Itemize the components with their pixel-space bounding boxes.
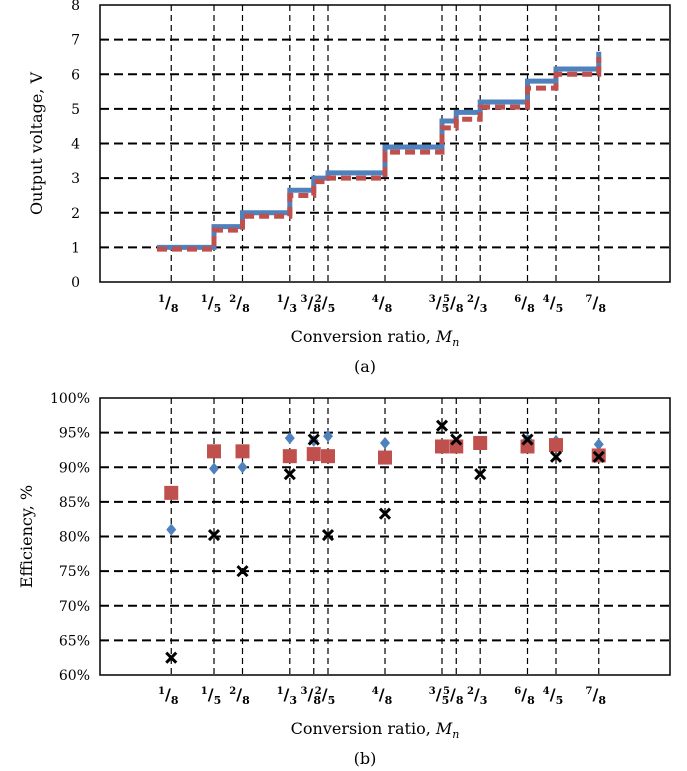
square-point xyxy=(235,444,250,459)
x-tick-label: 6/8 xyxy=(514,685,535,707)
x-point xyxy=(236,565,249,578)
x-point xyxy=(592,450,605,463)
diamond-point xyxy=(166,523,177,536)
diamond-point xyxy=(593,438,604,451)
y-axis-label: Output voltage, V xyxy=(27,72,46,216)
y-tick-label: 3 xyxy=(71,171,80,187)
x-tick-label: 4/5 xyxy=(543,685,563,707)
x-point xyxy=(549,450,563,463)
series-line xyxy=(157,56,602,252)
diamond-point xyxy=(380,437,390,450)
square-point xyxy=(435,439,449,454)
x-tick-label: 4/8 xyxy=(372,685,393,707)
x-tick-label: 1/8 xyxy=(158,293,179,315)
x-tick-label: 3/5 xyxy=(429,293,449,315)
y-tick-label: 8 xyxy=(71,0,80,14)
y-tick-label: 75% xyxy=(59,564,90,580)
x-tick-label: 6/8 xyxy=(514,293,535,315)
x-tick-label: 1/5 xyxy=(201,293,221,315)
y-tick-label: 60% xyxy=(59,668,90,684)
x-point xyxy=(474,468,487,481)
square-point xyxy=(306,447,321,462)
series-line xyxy=(157,51,602,250)
x-point xyxy=(207,529,221,542)
x-tick-label: 3/5 xyxy=(429,685,449,707)
x-tick-label: 1/5 xyxy=(201,685,221,707)
x-point xyxy=(435,419,449,432)
y-tick-label: 5 xyxy=(71,102,80,118)
x-tick-label: 7/8 xyxy=(586,685,607,707)
y-tick-label: 7 xyxy=(71,33,80,49)
square-point xyxy=(321,449,335,464)
x-tick-label: 4/8 xyxy=(372,293,393,315)
x-tick-label: 7/8 xyxy=(586,293,607,315)
x-tick-label: 5/8 xyxy=(443,293,464,315)
x-point xyxy=(307,433,320,446)
y-tick-label: 100% xyxy=(50,391,90,407)
diamond-point xyxy=(237,461,248,474)
x-tick-label: 2/3 xyxy=(467,685,487,707)
square-point xyxy=(549,438,563,453)
y-tick-label: 2 xyxy=(71,206,80,222)
x-tick-label: 2/5 xyxy=(315,685,335,707)
x-point xyxy=(283,468,296,481)
x-point xyxy=(165,651,178,664)
x-axis-label: Conversion ratio, Mn xyxy=(291,719,460,741)
diamond-point xyxy=(209,462,219,475)
x-point xyxy=(450,433,463,446)
y-tick-label: 95% xyxy=(59,426,90,442)
y-tick-label: 80% xyxy=(59,530,90,546)
y-tick-label: 0 xyxy=(71,275,80,291)
diamond-point xyxy=(323,430,333,443)
y-tick-label: 90% xyxy=(59,460,90,476)
x-tick-label: 2/8 xyxy=(229,293,250,315)
chart-b: 60% 65% 70% 75% 80% 85% 90% 95% 100% 1/8 1/5 2/8 1/3… xyxy=(17,391,671,768)
x-tick-label: 2/5 xyxy=(315,293,335,315)
square-point xyxy=(378,450,392,465)
chart-a: 0 1 2 3 4 5 6 7 8 1/8 1/5 2/8 1/33/82/5 4/8 3/55/82/3 6… xyxy=(27,0,671,376)
y-axis-label: Efficiency, % xyxy=(17,485,36,588)
square-point xyxy=(164,485,179,500)
x-tick-label: 2/8 xyxy=(229,685,250,707)
y-tick-label: 6 xyxy=(71,67,80,83)
square-point xyxy=(207,444,221,459)
x-point xyxy=(321,529,335,542)
x-tick-label: 2/3 xyxy=(467,293,487,315)
x-tick-label: 1/3 xyxy=(277,293,297,315)
plot-frame xyxy=(99,4,671,283)
x-tick-label: 1/3 xyxy=(277,685,297,707)
x-tick-label: 5/8 xyxy=(443,685,464,707)
square-point xyxy=(473,436,488,451)
square-point xyxy=(282,449,297,464)
y-tick-label: 65% xyxy=(59,633,90,649)
diamond-point xyxy=(284,432,295,445)
x-axis-label: Conversion ratio, Mn xyxy=(291,327,460,349)
y-tick-label: 4 xyxy=(71,137,80,153)
y-tick-label: 1 xyxy=(71,240,80,256)
y-tick-label: 85% xyxy=(59,495,90,511)
x-point xyxy=(521,433,534,446)
caption: (b) xyxy=(354,749,377,768)
y-tick-label: 70% xyxy=(59,599,90,615)
x-point xyxy=(378,507,392,520)
x-tick-label: 3/8 xyxy=(301,685,322,707)
caption: (a) xyxy=(354,357,376,376)
plot-frame xyxy=(99,397,671,676)
x-tick-label: 3/8 xyxy=(301,293,322,315)
x-tick-label: 4/5 xyxy=(543,293,563,315)
x-tick-label: 1/8 xyxy=(158,685,179,707)
